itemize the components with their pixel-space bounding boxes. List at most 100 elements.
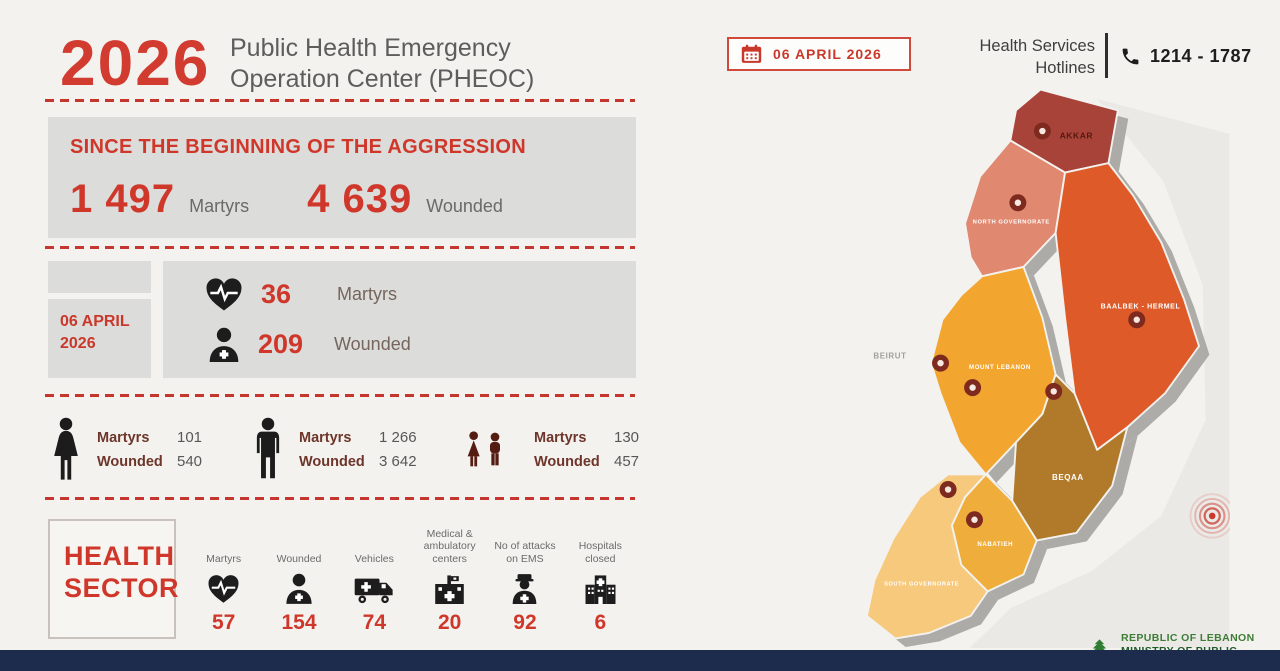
map-region-beqaa (1011, 373, 1129, 542)
men-wounded-label: Wounded (299, 453, 365, 470)
cumulative-stats: 1 497 Martyrs 4 639 Wounded (70, 177, 614, 222)
men-martyrs-label: Martyrs (299, 429, 352, 446)
wounded-person-icon (208, 327, 240, 362)
map-marker (932, 354, 950, 372)
map-label-baalbek-hermel: BAALBEK - HERMEL (1101, 303, 1181, 310)
map-marker (939, 481, 957, 499)
heart-pulse-icon (207, 570, 240, 604)
map-marker (1009, 194, 1027, 212)
wounded-person-icon (285, 570, 313, 604)
hs-ems-attacks-value: 92 (513, 611, 537, 634)
hs-medical-centers-value: 20 (437, 611, 462, 634)
cumulative-martyrs-label: Martyrs (189, 196, 250, 216)
demographics-children: Martyrs 130 Wounded 457 (463, 411, 639, 487)
women-wounded-value: 540 (177, 452, 203, 470)
children-wounded-label: Wounded (534, 453, 600, 470)
daily-wounded-row: 209 Wounded (205, 327, 636, 362)
map-marker (1033, 122, 1051, 140)
health-sector-title-line2: SECTOR (64, 572, 180, 603)
divider-dashed-3 (45, 394, 635, 397)
divider-dashed-1 (45, 99, 635, 102)
women-wounded-label: Wounded (97, 453, 163, 470)
hs-hospitals-closed-value: 6 (594, 611, 607, 634)
children-wounded-value: 457 (614, 452, 640, 470)
cumulative-wounded-label: Wounded (426, 196, 503, 216)
clinic-icon (433, 570, 466, 604)
map-strike-markers (932, 122, 1146, 529)
hs-col-hospitals-closed: Hospitals closed (563, 521, 638, 639)
background-landmass (969, 98, 1230, 649)
date-badge: 06 APRIL 2026 (727, 37, 911, 71)
children-icon (463, 429, 519, 469)
hs-vehicles-label: Vehicles (354, 552, 394, 565)
map-region-baalbek-hermel (1054, 162, 1200, 451)
hotline-label-line1: Health Services (979, 37, 1095, 55)
cumulative-martyrs-value: 1 497 (70, 177, 176, 221)
date-badge-text: 06 APRIL 2026 (773, 46, 882, 62)
hotline-label-line2: Hotlines (1035, 58, 1095, 77)
page-title: Public Health Emergency Operation Center… (230, 33, 534, 94)
cumulative-wounded-value: 4 639 (307, 177, 413, 221)
daily-martyrs-value: 36 (261, 279, 292, 309)
daily-spacer-panel (48, 261, 151, 293)
man-icon (252, 417, 284, 481)
divider-dashed-2 (45, 246, 635, 249)
map-marker (1128, 311, 1146, 329)
women-martyrs-value: 101 (177, 428, 203, 446)
hotline-divider (1105, 33, 1108, 78)
hotline-label: Health Services Hotlines (950, 36, 1095, 80)
daily-martyrs-row: 36 Martyrs (205, 277, 636, 312)
lebanon-map: AKKAR NORTH GOVERNORATE BAALBEK - HERMEL… (785, 82, 1235, 649)
hs-wounded-value: 154 (281, 611, 317, 634)
demographics-women: Martyrs 101 Wounded 540 (50, 411, 202, 487)
hs-col-vehicles: Vehicles 74 (337, 521, 412, 639)
map-label-beirut: BEIRUT (873, 351, 906, 360)
hs-col-wounded: Wounded 154 (261, 521, 336, 639)
women-martyrs-label: Martyrs (97, 429, 150, 446)
men-martyrs-value: 1 266 (379, 428, 417, 446)
hs-col-martyrs: Martyrs 57 (186, 521, 261, 639)
map-label-nabatieh: NABATIEH (977, 541, 1013, 548)
hotline-number-group: 1214 - 1787 (1120, 46, 1252, 67)
demographics-men: Martyrs 1 266 Wounded 3 642 (252, 411, 417, 487)
health-sector-title-box: HEALTH SECTOR (48, 519, 180, 639)
page-title-line1: Public Health Emergency (230, 34, 511, 62)
cumulative-panel: SINCE THE BEGINNING OF THE AGGRESSION 1 … (48, 117, 636, 238)
daily-martyrs-label: Martyrs (337, 284, 397, 304)
ambulance-icon (354, 570, 394, 604)
hs-medical-centers-label: Medical & ambulatory centers (423, 527, 476, 565)
daily-wounded-value: 209 (258, 329, 304, 359)
daily-wounded-label: Wounded (334, 334, 411, 354)
map-region-south-governorate (866, 473, 989, 640)
children-martyrs-label: Martyrs (534, 429, 587, 446)
hs-martyrs-label: Martyrs (206, 552, 242, 565)
map-marker (964, 379, 982, 397)
daily-date-panel: 06 APRIL 2026 (48, 299, 151, 378)
ministry-line1: REPUBLIC OF LEBANON (1121, 632, 1255, 644)
hs-col-medical-centers: Medical & ambulatory centers 20 (412, 521, 487, 639)
hs-wounded-label: Wounded (276, 552, 322, 565)
map-label-mount-lebanon: MOUNT LEBANON (969, 364, 1031, 371)
year-title: 2026 (60, 27, 211, 99)
hs-ems-attacks-label: No of attacks on EMS (494, 540, 556, 565)
heart-pulse-icon (205, 277, 243, 312)
footer-bar (0, 650, 1280, 671)
map-label-south-governorate: SOUTH GOVERNORATE (884, 582, 959, 588)
cumulative-title: SINCE THE BEGINNING OF THE AGGRESSION (70, 136, 526, 158)
health-sector-title-line1: HEALTH (64, 541, 175, 571)
map-label-akkar: AKKAR (1060, 131, 1093, 141)
hs-col-ems-attacks: No of attacks on EMS 92 (487, 521, 562, 639)
woman-icon (50, 417, 82, 481)
paramedic-icon (510, 570, 539, 604)
map-marker (965, 511, 983, 529)
map-marker (1045, 382, 1063, 400)
hs-vehicles-value: 74 (362, 611, 386, 634)
phone-icon (1120, 46, 1141, 67)
hs-hospitals-closed-label: Hospitals closed (578, 540, 622, 565)
hs-martyrs-value: 57 (211, 611, 236, 634)
divider-dashed-4 (45, 497, 635, 500)
calendar-icon (741, 44, 762, 64)
map-label-north-governorate: NORTH GOVERNORATE (973, 219, 1050, 225)
map-label-beqaa: BEQAA (1052, 473, 1084, 482)
page-title-line2: Operation Center (PHEOC) (230, 64, 535, 93)
